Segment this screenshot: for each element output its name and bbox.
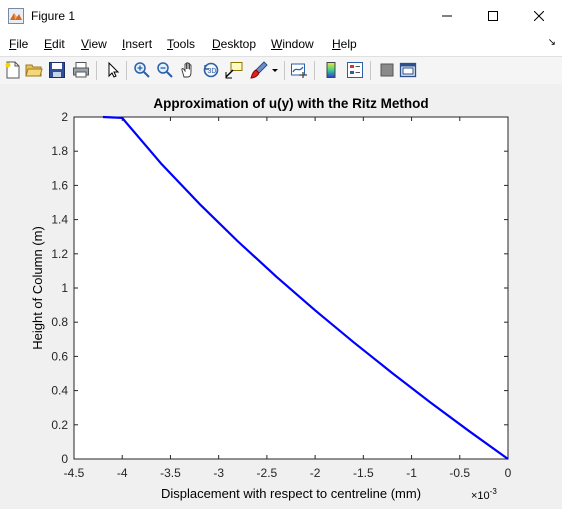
zoom-out-icon[interactable] (156, 61, 174, 79)
svg-text:3D: 3D (208, 68, 217, 75)
zoom-in-icon[interactable] (133, 61, 151, 79)
x-tick-label: -1.5 (353, 466, 374, 480)
toolbar-separator (96, 61, 97, 80)
dock-arrow-icon[interactable]: ↘ (547, 37, 556, 48)
matlab-figure-icon (8, 8, 24, 24)
x-tick-label: -2.5 (257, 466, 278, 480)
window-title: Figure 1 (31, 9, 76, 23)
figure-canvas: Approximation of u(y) with the Ritz Meth… (0, 84, 562, 506)
x-tick-label: -3 (213, 466, 224, 480)
data-cursor-icon[interactable] (225, 61, 243, 79)
toolbar-separator (284, 61, 285, 80)
y-tick-label: 1.4 (51, 213, 68, 227)
open-file-icon[interactable] (25, 61, 43, 79)
x-tick-label: -2 (310, 466, 321, 480)
y-tick-label: 0.2 (51, 418, 68, 432)
x-tick-label: -0.5 (449, 466, 470, 480)
y-tick-label: 1.2 (51, 247, 68, 261)
menu-bar: File Edit View Insert Tools Desktop Wind… (0, 32, 562, 56)
menu-file[interactable]: File (9, 37, 29, 51)
menu-tools[interactable]: Tools (167, 37, 196, 51)
y-tick-label: 0.4 (51, 384, 68, 398)
data-lines (102, 115, 509, 460)
y-tick-label: 0.8 (51, 315, 68, 329)
legend-icon[interactable] (346, 61, 364, 79)
menu-insert[interactable]: Insert (122, 37, 153, 51)
minimize-icon (442, 15, 452, 17)
figure-toolbar: 3D (0, 56, 562, 85)
x-tick-label: -4 (117, 466, 128, 480)
pan-hand-icon[interactable] (179, 61, 197, 79)
chart-title: Approximation of u(y) with the Ritz Meth… (153, 96, 428, 111)
menu-help[interactable]: Help (332, 37, 357, 51)
y-tick-label: 1 (61, 281, 68, 295)
x-tick-label: -4.5 (64, 466, 85, 480)
x-tick-label: -3.5 (160, 466, 181, 480)
maximize-icon (488, 11, 498, 21)
toolbar-separator (370, 61, 371, 80)
y-tick-label: 0.6 (51, 349, 68, 363)
y-tick-label: 2 (61, 110, 68, 124)
minimize-button[interactable] (424, 0, 470, 32)
x-axis-label: Displacement with respect to centreline … (161, 486, 421, 501)
y-tick-label: 1.8 (51, 144, 68, 158)
title-bar: Figure 1 (0, 0, 562, 32)
toolbar-separator (314, 61, 315, 80)
close-icon (534, 11, 544, 21)
menu-edit[interactable]: Edit (44, 37, 65, 51)
hide-plot-tools-icon[interactable] (378, 61, 396, 79)
menu-desktop[interactable]: Desktop (212, 37, 257, 51)
plot-area[interactable]: Approximation of u(y) with the Ritz Meth… (0, 84, 562, 506)
maximize-button[interactable] (470, 0, 516, 32)
new-figure-icon[interactable] (4, 61, 22, 79)
x-exponent-label: ×10-3 (471, 487, 497, 502)
save-icon[interactable] (48, 61, 66, 79)
select-arrow-icon[interactable] (104, 61, 122, 79)
y-axis: 0 0.2 0.4 0.6 0.8 1 1.2 1.4 1.6 1.8 2 (51, 110, 508, 466)
link-plot-icon[interactable] (290, 61, 308, 79)
y-tick-label: 0 (61, 452, 68, 466)
brush-icon[interactable] (250, 61, 268, 79)
x-tick-label: -1 (406, 466, 417, 480)
brush-dropdown-icon[interactable] (270, 61, 280, 79)
colorbar-icon[interactable] (322, 61, 340, 79)
close-button[interactable] (516, 0, 562, 32)
x-tick-label: 0 (505, 466, 512, 480)
rotate-3d-icon[interactable]: 3D (202, 61, 220, 79)
menu-window[interactable]: Window (271, 37, 314, 51)
print-icon[interactable] (72, 61, 90, 79)
y-tick-label: 1.6 (51, 178, 68, 192)
x-axis: -4.5 -4 -3.5 -3 -2.5 -2 -1.5 -1 -0.5 0 (64, 117, 512, 480)
series-line (102, 115, 509, 460)
y-axis-label: Height of Column (m) (30, 226, 45, 350)
toolbar-separator (126, 61, 127, 80)
show-plot-tools-icon[interactable] (399, 61, 417, 79)
menu-view[interactable]: View (81, 37, 107, 51)
